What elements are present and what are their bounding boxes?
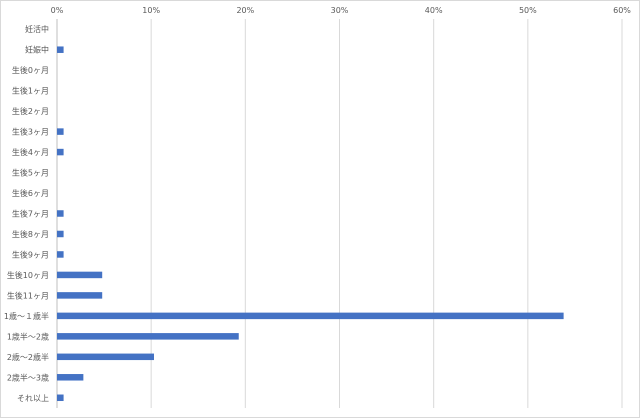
category-label: 2歳～2歳半 xyxy=(7,352,49,362)
y-axis-category-labels: 妊活中妊娠中生後0ヶ月生後1ヶ月生後2ヶ月生後3ヶ月生後4ヶ月生後5ヶ月生後6ヶ… xyxy=(4,24,49,403)
category-label: 生後5ヶ月 xyxy=(12,168,49,178)
category-label: 生後7ヶ月 xyxy=(12,209,49,219)
bar xyxy=(57,148,64,156)
category-label: 生後6ヶ月 xyxy=(12,188,49,198)
category-label: 生後8ヶ月 xyxy=(12,229,49,239)
category-label: 生後10ヶ月 xyxy=(7,270,49,280)
category-label: 生後3ヶ月 xyxy=(12,127,49,137)
category-label: 生後1ヶ月 xyxy=(12,86,49,96)
category-label: 生後11ヶ月 xyxy=(7,290,49,300)
x-tick-label: 40% xyxy=(425,6,443,15)
category-label: 生後4ヶ月 xyxy=(12,147,49,157)
bar xyxy=(57,128,64,135)
bar xyxy=(57,312,564,320)
x-tick-label: 0% xyxy=(51,6,64,15)
bar xyxy=(57,251,64,258)
bar xyxy=(57,210,64,217)
category-label: 2歳半～3歳 xyxy=(7,372,49,382)
bar xyxy=(57,46,64,53)
x-axis-tick-labels: 0% 10% 20% 30% 40% 50% 60% xyxy=(51,6,632,15)
category-label: 生後2ヶ月 xyxy=(12,106,49,116)
x-tick-label: 10% xyxy=(142,6,160,15)
bar xyxy=(57,271,103,279)
x-tick-label: 60% xyxy=(613,6,631,15)
bar xyxy=(57,333,239,340)
bar xyxy=(57,292,103,299)
category-label: 生後9ヶ月 xyxy=(12,249,49,259)
x-tick-label: 30% xyxy=(331,6,349,15)
gridlines xyxy=(56,19,623,408)
x-tick-label: 50% xyxy=(519,6,537,15)
bar xyxy=(57,230,64,238)
bar xyxy=(57,353,154,361)
bar xyxy=(57,394,64,402)
x-tick-label: 20% xyxy=(236,6,254,15)
category-label: 妊娠中 xyxy=(25,45,49,55)
bar-series xyxy=(57,46,564,402)
category-label: 妊活中 xyxy=(25,24,49,34)
bar xyxy=(57,374,84,381)
category-label: 1歳半～2歳 xyxy=(7,331,49,341)
category-label: 生後0ヶ月 xyxy=(12,65,49,75)
category-label: 1歳～１歳半 xyxy=(4,311,49,321)
category-label: それ以上 xyxy=(17,394,49,403)
